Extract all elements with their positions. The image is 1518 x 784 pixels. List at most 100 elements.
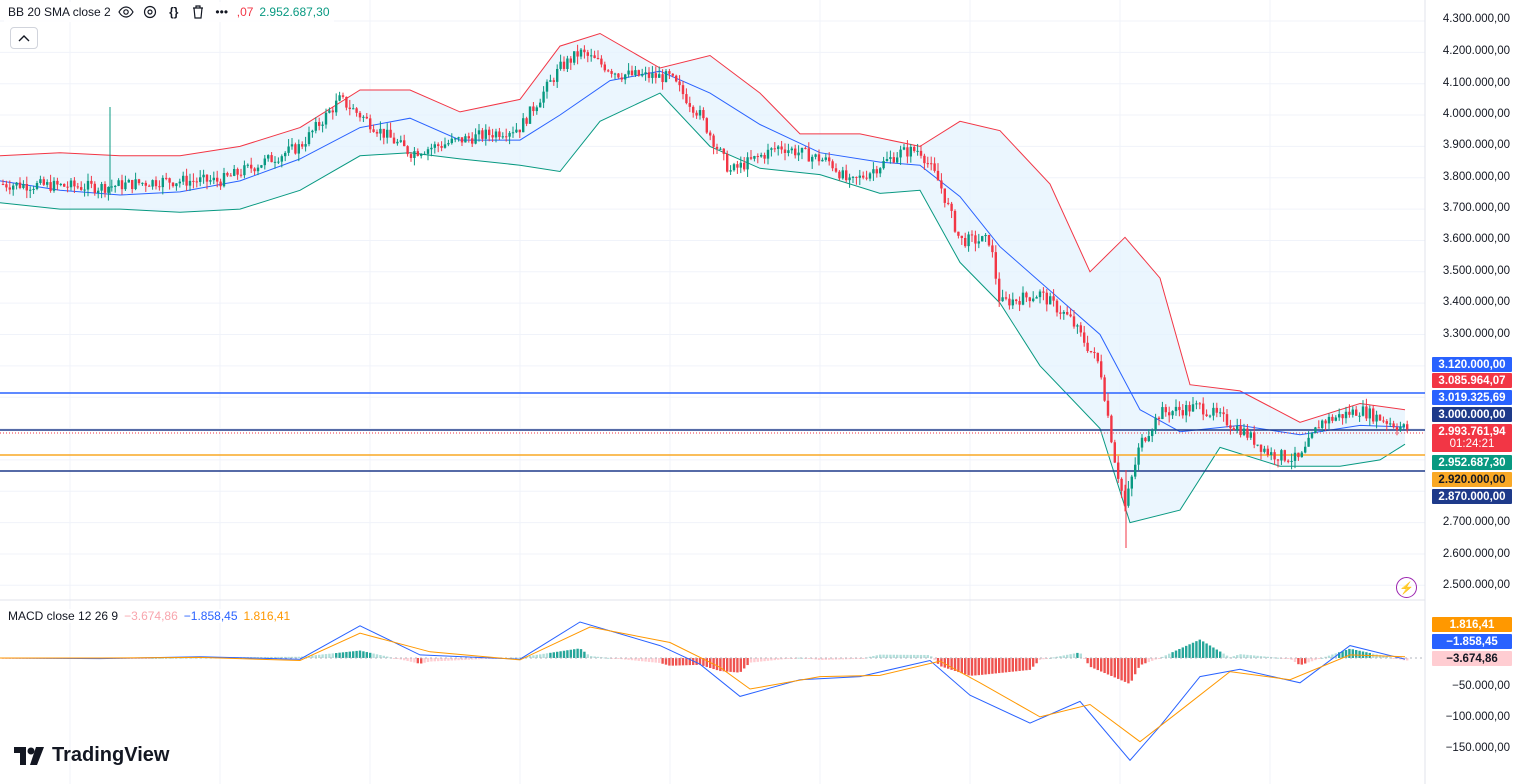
candle-body [233,169,236,176]
macd-histogram-bar [627,658,630,660]
candle-body [1178,406,1181,411]
candle-body [192,180,195,182]
candle-body [552,80,555,82]
price-tag-alert[interactable]: 3.120.000,00 [1432,357,1512,372]
candle-body [858,175,861,178]
macd-histogram-bar [749,658,753,663]
macd-histogram-bar [811,658,814,660]
macd-histogram-bar [1025,658,1028,671]
candle-body [42,179,45,185]
candle-body [647,72,651,78]
candle-body [770,148,773,150]
candle-body [1093,351,1096,353]
candle-body [1219,412,1222,414]
candle-body [202,174,205,178]
candle-body [406,146,409,155]
lightning-icon[interactable]: ⚡ [1396,577,1417,598]
settings-icon[interactable] [141,3,159,21]
macd-histogram-bar [1256,655,1259,658]
candle-body [127,180,130,183]
candle-body [297,144,300,154]
candle-body [83,189,86,191]
macd-histogram-bar [930,656,933,658]
macd-histogram-bar [1191,642,1195,658]
macd-histogram-bar [817,658,821,660]
macd-histogram-bar [729,658,732,672]
candle-body [637,70,640,76]
macd-histogram-bar [1171,652,1174,658]
macd-histogram-bar [603,657,606,659]
candle-body [307,132,311,145]
candle-body [525,118,528,124]
price-tag-level-orange[interactable]: 2.920.000,00 [1432,472,1512,487]
candle-body [658,74,661,78]
macd-histogram-bar [161,657,164,659]
candle-body [1001,297,1004,302]
macd-histogram-bar [1317,658,1320,660]
macd-histogram-bar [297,656,300,658]
code-icon[interactable]: {} [169,5,179,19]
candle-body [508,132,511,137]
macd-histogram-bar [562,650,566,658]
eye-icon[interactable] [117,3,135,21]
candle-body [569,58,572,63]
brand-name: TradingView [52,744,170,766]
candle-body [780,146,783,150]
candle-body [970,234,974,236]
candle-body [1188,405,1191,412]
macd-histogram-bar [1174,650,1178,658]
macd-histogram-bar [1079,653,1082,658]
candle-body [688,103,691,107]
candle-body [766,149,770,159]
axis-tick: 2.600.000,00 [1442,548,1510,560]
macd-histogram-bar [688,658,691,666]
candle-body [294,144,297,154]
macd-histogram-bar [1208,645,1212,658]
candle-body [1008,298,1011,306]
macd-histogram-bar [1161,656,1164,658]
price-tag-level-low[interactable]: 2.870.000,00 [1432,489,1512,504]
more-icon[interactable]: ••• [215,5,229,19]
macd-histogram-bar [845,658,848,660]
macd-histogram-bar [957,658,960,673]
macd-histogram-bar [678,658,681,666]
candle-body [1361,406,1365,416]
candle-body [321,124,324,126]
candle-body [467,136,470,139]
macd-histogram-bar [702,658,705,666]
candle-body [1327,416,1331,424]
macd-histogram-bar [760,658,763,662]
price-tag-level[interactable]: 3.000.000,00 [1432,407,1512,422]
candle-body [165,177,168,179]
trash-icon[interactable] [189,3,207,21]
candle-body [263,158,266,166]
candle-body [505,136,508,138]
macd-histogram-bar [1147,658,1150,663]
macd-histogram-bar [1355,650,1358,658]
macd-label[interactable]: MACD close 12 26 9 [8,609,119,623]
candle-body [8,187,11,190]
candle-body [185,175,188,186]
macd-histogram-bar [1338,652,1341,658]
macd-histogram-bar [270,656,273,658]
tradingview-logo[interactable]: TradingView [14,744,169,767]
bb-label[interactable]: BB 20 SMA close 2 [8,5,111,19]
macd-tag-histogram: −3.674,86 [1432,651,1512,666]
macd-histogram-bar [770,658,773,661]
macd-histogram-bar [1188,644,1191,658]
candle-body [661,74,664,83]
collapse-legend-button[interactable] [10,27,38,49]
macd-histogram-bar [1178,648,1181,658]
chevron-up-icon [18,31,30,45]
candle-body [1331,416,1334,421]
macd-histogram-bar [1015,658,1018,672]
macd-histogram-bar [1011,658,1014,672]
candle-body [1021,292,1025,305]
macd-histogram-bar [556,651,559,658]
macd-histogram-bar [528,655,532,658]
macd-histogram-bar [1093,658,1096,669]
candlesticks [1,44,1409,548]
candle-body [698,110,702,116]
macd-histogram-bar [426,658,430,662]
